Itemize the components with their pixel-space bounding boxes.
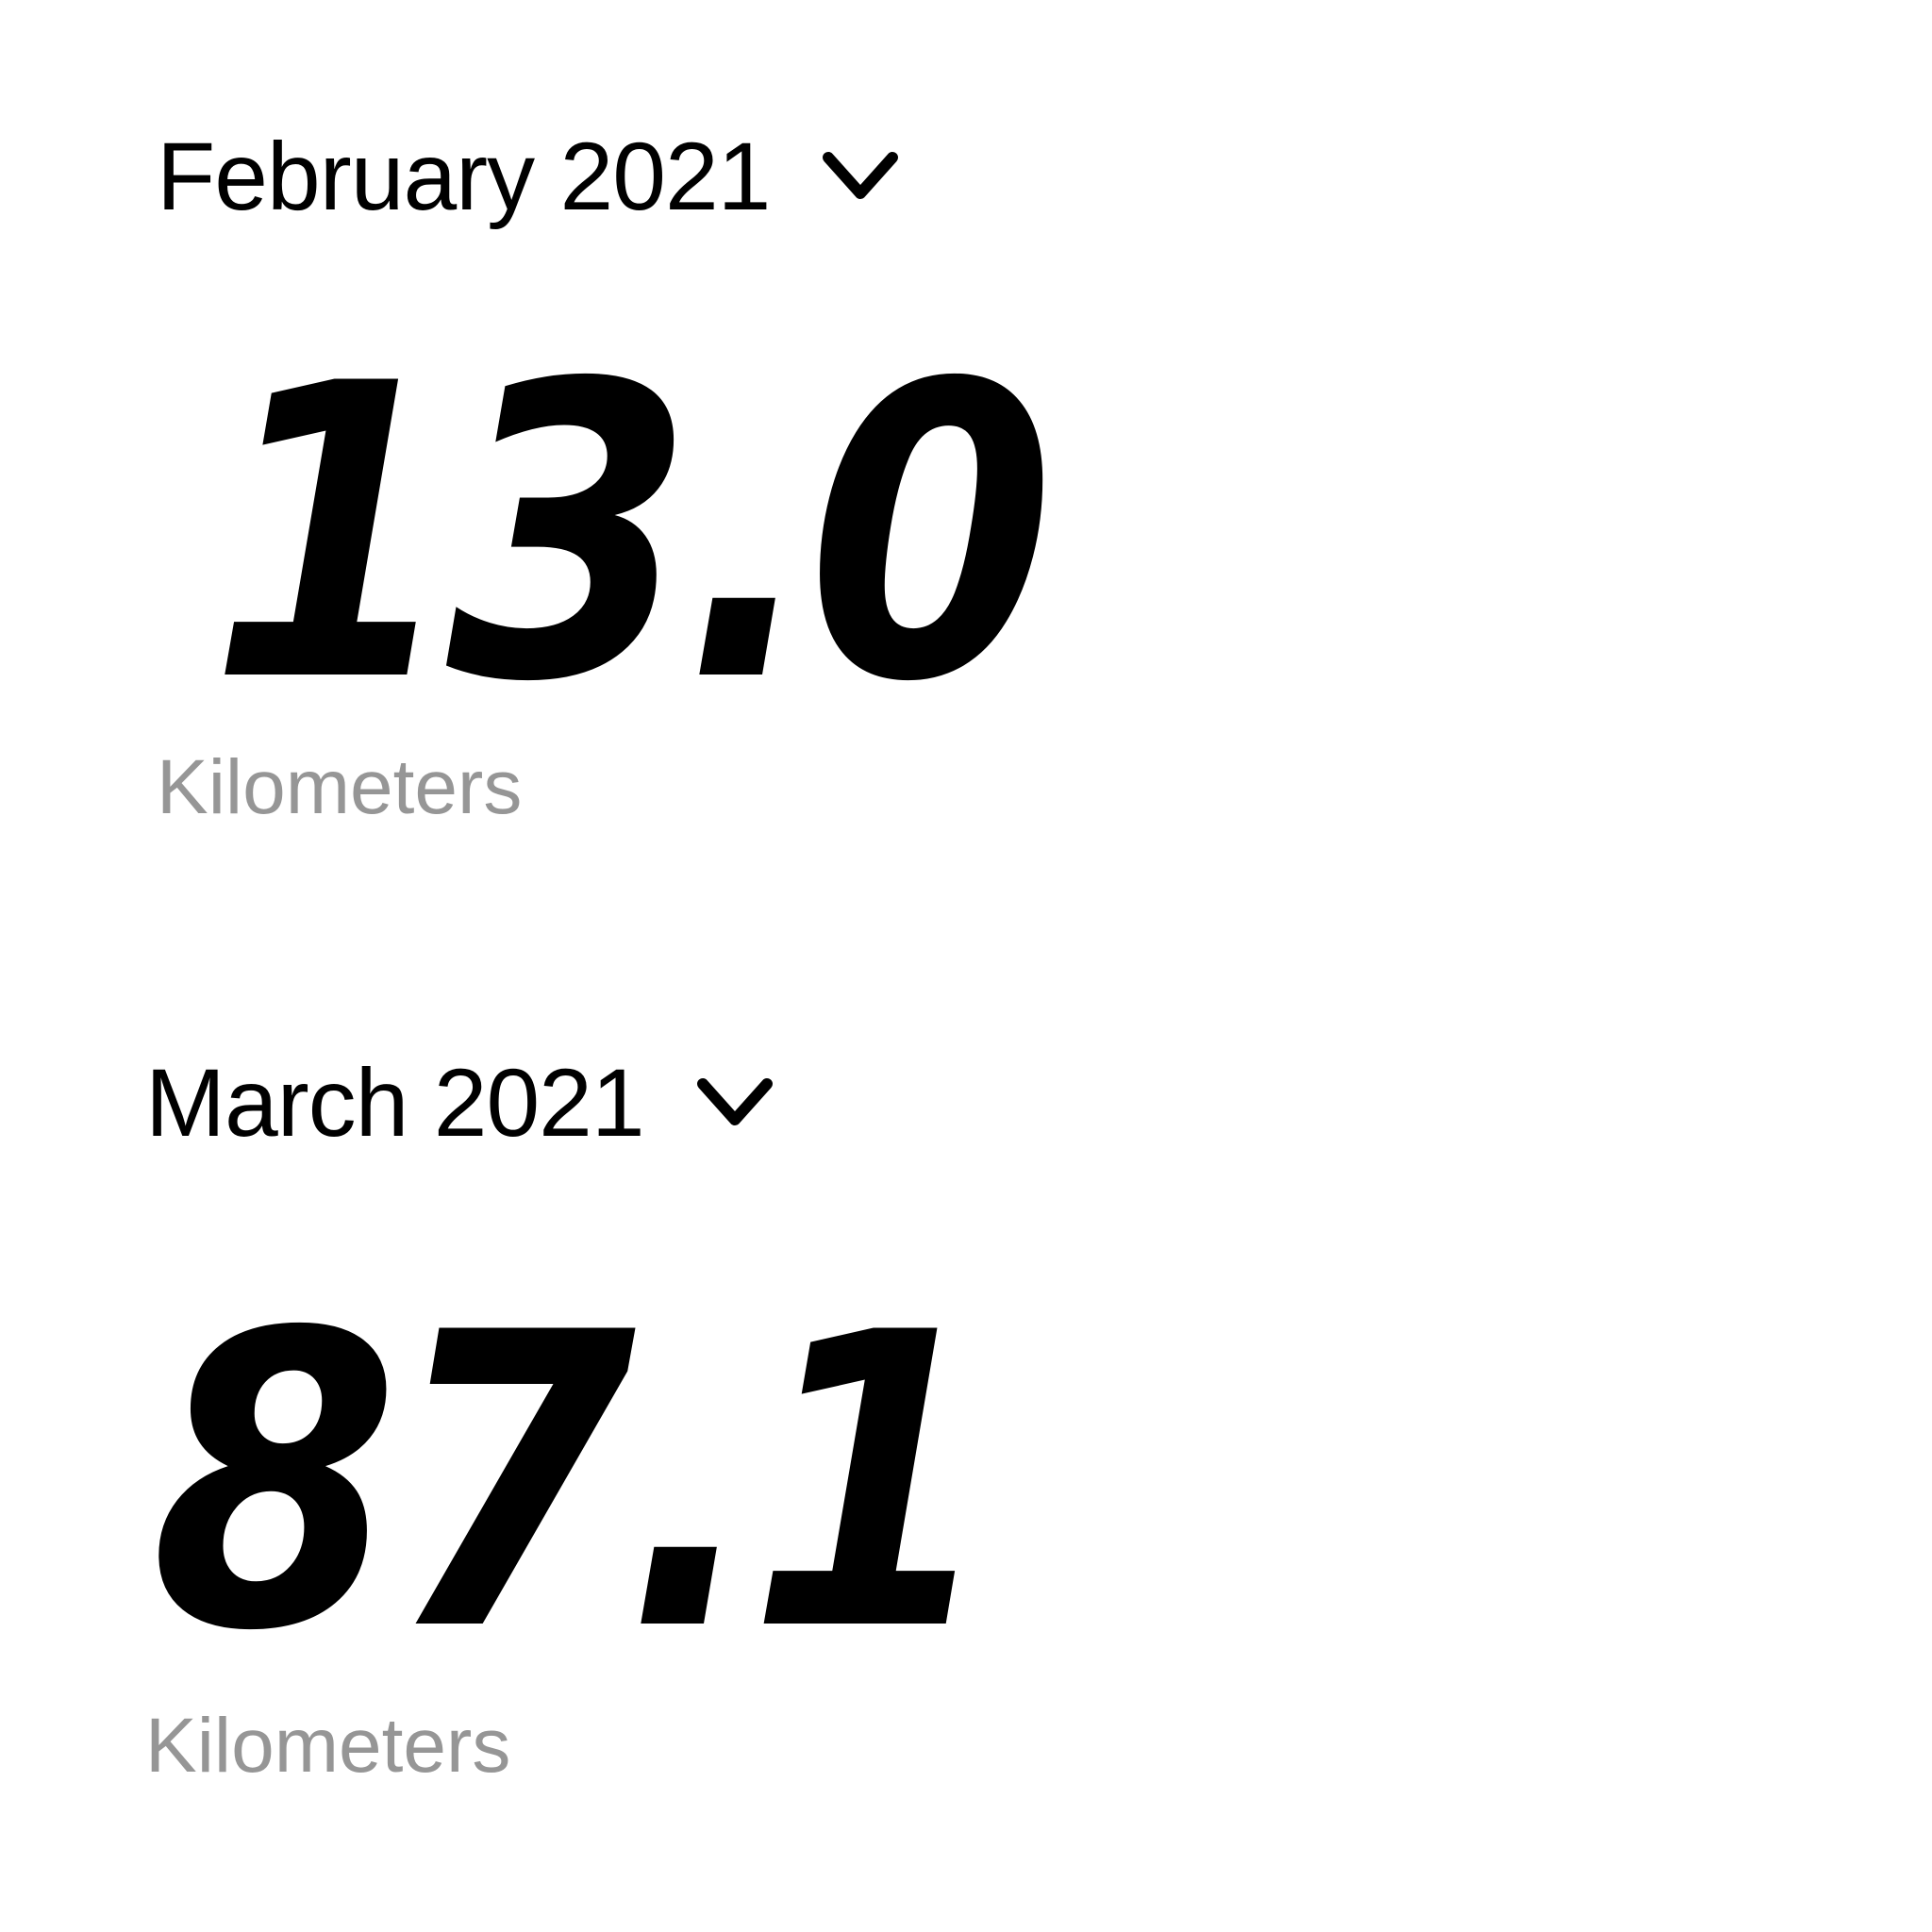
chevron-down-icon[interactable]: [821, 148, 900, 205]
month-label: February 2021: [157, 123, 771, 230]
month-dropdown-march[interactable]: March 2021: [145, 1055, 774, 1151]
month-dropdown-february[interactable]: February 2021: [157, 128, 900, 225]
distance-value: 87.1: [151, 1248, 997, 1720]
distance-unit-label: Kilometers: [145, 1703, 511, 1789]
distance-value: 13.0: [209, 299, 1056, 771]
month-label: March 2021: [145, 1049, 645, 1157]
distance-unit-label: Kilometers: [157, 744, 523, 830]
chevron-down-icon[interactable]: [695, 1074, 774, 1131]
